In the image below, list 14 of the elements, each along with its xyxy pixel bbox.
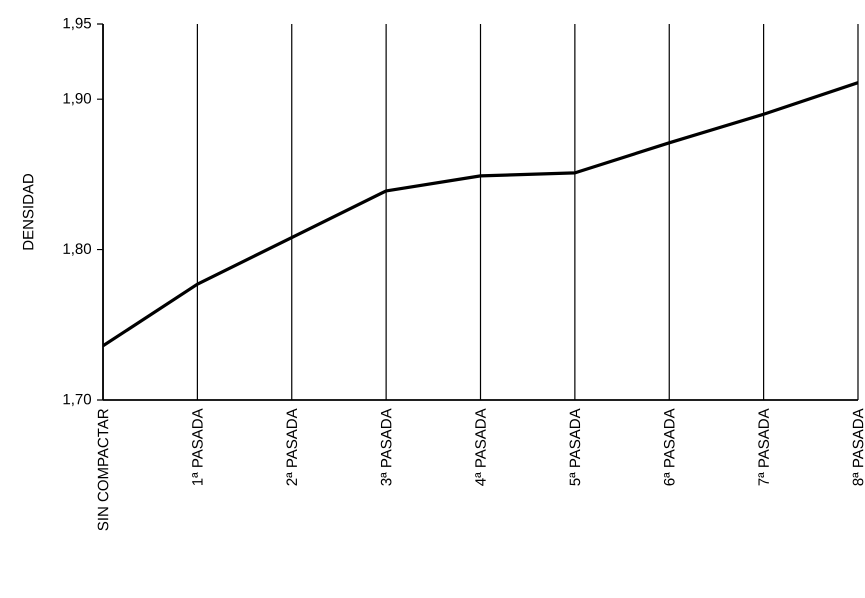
x-tick-label: 1ª PASADA — [192, 408, 203, 486]
x-tick-label: 6ª PASADA — [664, 408, 675, 486]
y-axis-title: DENSIDAD — [22, 174, 34, 250]
x-tick-label: 7ª PASADA — [758, 408, 769, 486]
x-tick-label: SIN COMPACTAR — [98, 409, 108, 530]
y-tick-label: 1,70 — [64, 394, 92, 406]
x-tick-label: 8ª PASADA — [852, 408, 864, 486]
y-tick-label: 1,90 — [64, 92, 92, 106]
y-tick-label: 1,80 — [64, 243, 92, 256]
x-tick-label: 5ª PASADA — [570, 408, 580, 486]
x-tick-label: 3ª PASADA — [380, 408, 392, 486]
x-tick-label: 2ª PASADA — [286, 408, 298, 486]
x-tick-label: 4ª PASADA — [475, 408, 486, 486]
y-tick-label: 1,95 — [64, 18, 91, 30]
